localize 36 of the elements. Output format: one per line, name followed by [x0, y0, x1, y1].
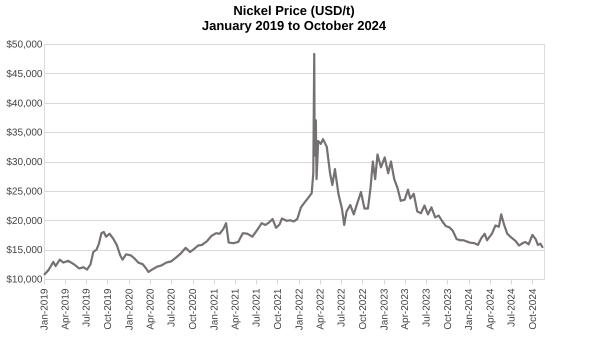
x-tick-label: Jul-2020 [166, 288, 178, 327]
x-tick-label: Jan-2023 [379, 288, 390, 330]
x-tick-label: Jul-2021 [252, 288, 263, 327]
x-tick-label: Jan-2019 [40, 288, 50, 330]
x-tick-label: Apr-2023 [400, 288, 412, 330]
x-tick-label: Jul-2023 [421, 288, 432, 327]
x-tick-label: Apr-2024 [485, 288, 496, 330]
y-tick-label: $25,000 [6, 186, 43, 198]
line-series [42, 52, 544, 276]
x-tick-label: Oct-2023 [442, 288, 454, 330]
y-tick-label: $45,000 [6, 68, 43, 80]
y-tick-label: $20,000 [6, 216, 43, 227]
x-tick-label: Oct-2019 [102, 288, 114, 330]
x-tick-label: Jul-2024 [506, 288, 518, 327]
x-tick-label: Jul-2022 [336, 288, 348, 327]
x-tick-label: Apr-2021 [230, 288, 242, 330]
x-tick-label: Jan-2022 [294, 288, 306, 330]
y-tick-label: $10,000 [6, 274, 43, 286]
y-tick-label: $50,000 [6, 40, 43, 50]
y-tick-label: $15,000 [6, 245, 43, 256]
y-tick-label: $40,000 [6, 98, 43, 110]
x-tick-label: Oct-2020 [188, 288, 200, 330]
x-tick-label: Apr-2019 [60, 288, 72, 330]
x-tick-label: Oct-2022 [358, 288, 369, 330]
x-tick-label: Apr-2020 [146, 288, 157, 330]
x-tick-label: Jan-2024 [464, 288, 476, 330]
x-tick-label: Oct-2024 [528, 288, 539, 330]
x-tick-label: Jan-2020 [124, 288, 136, 330]
x-tick-label: Jul-2019 [82, 288, 93, 327]
y-tick-label: $30,000 [6, 157, 43, 168]
chart-title: Nickel Price (USD/t) [233, 3, 355, 18]
x-tick-label: Oct-2021 [272, 288, 284, 330]
x-tick-label: Apr-2022 [315, 288, 326, 330]
y-tick-label: $35,000 [6, 128, 43, 139]
x-tick-label: Jan-2021 [210, 288, 220, 330]
chart-subtitle: January 2019 to October 2024 [202, 18, 387, 33]
